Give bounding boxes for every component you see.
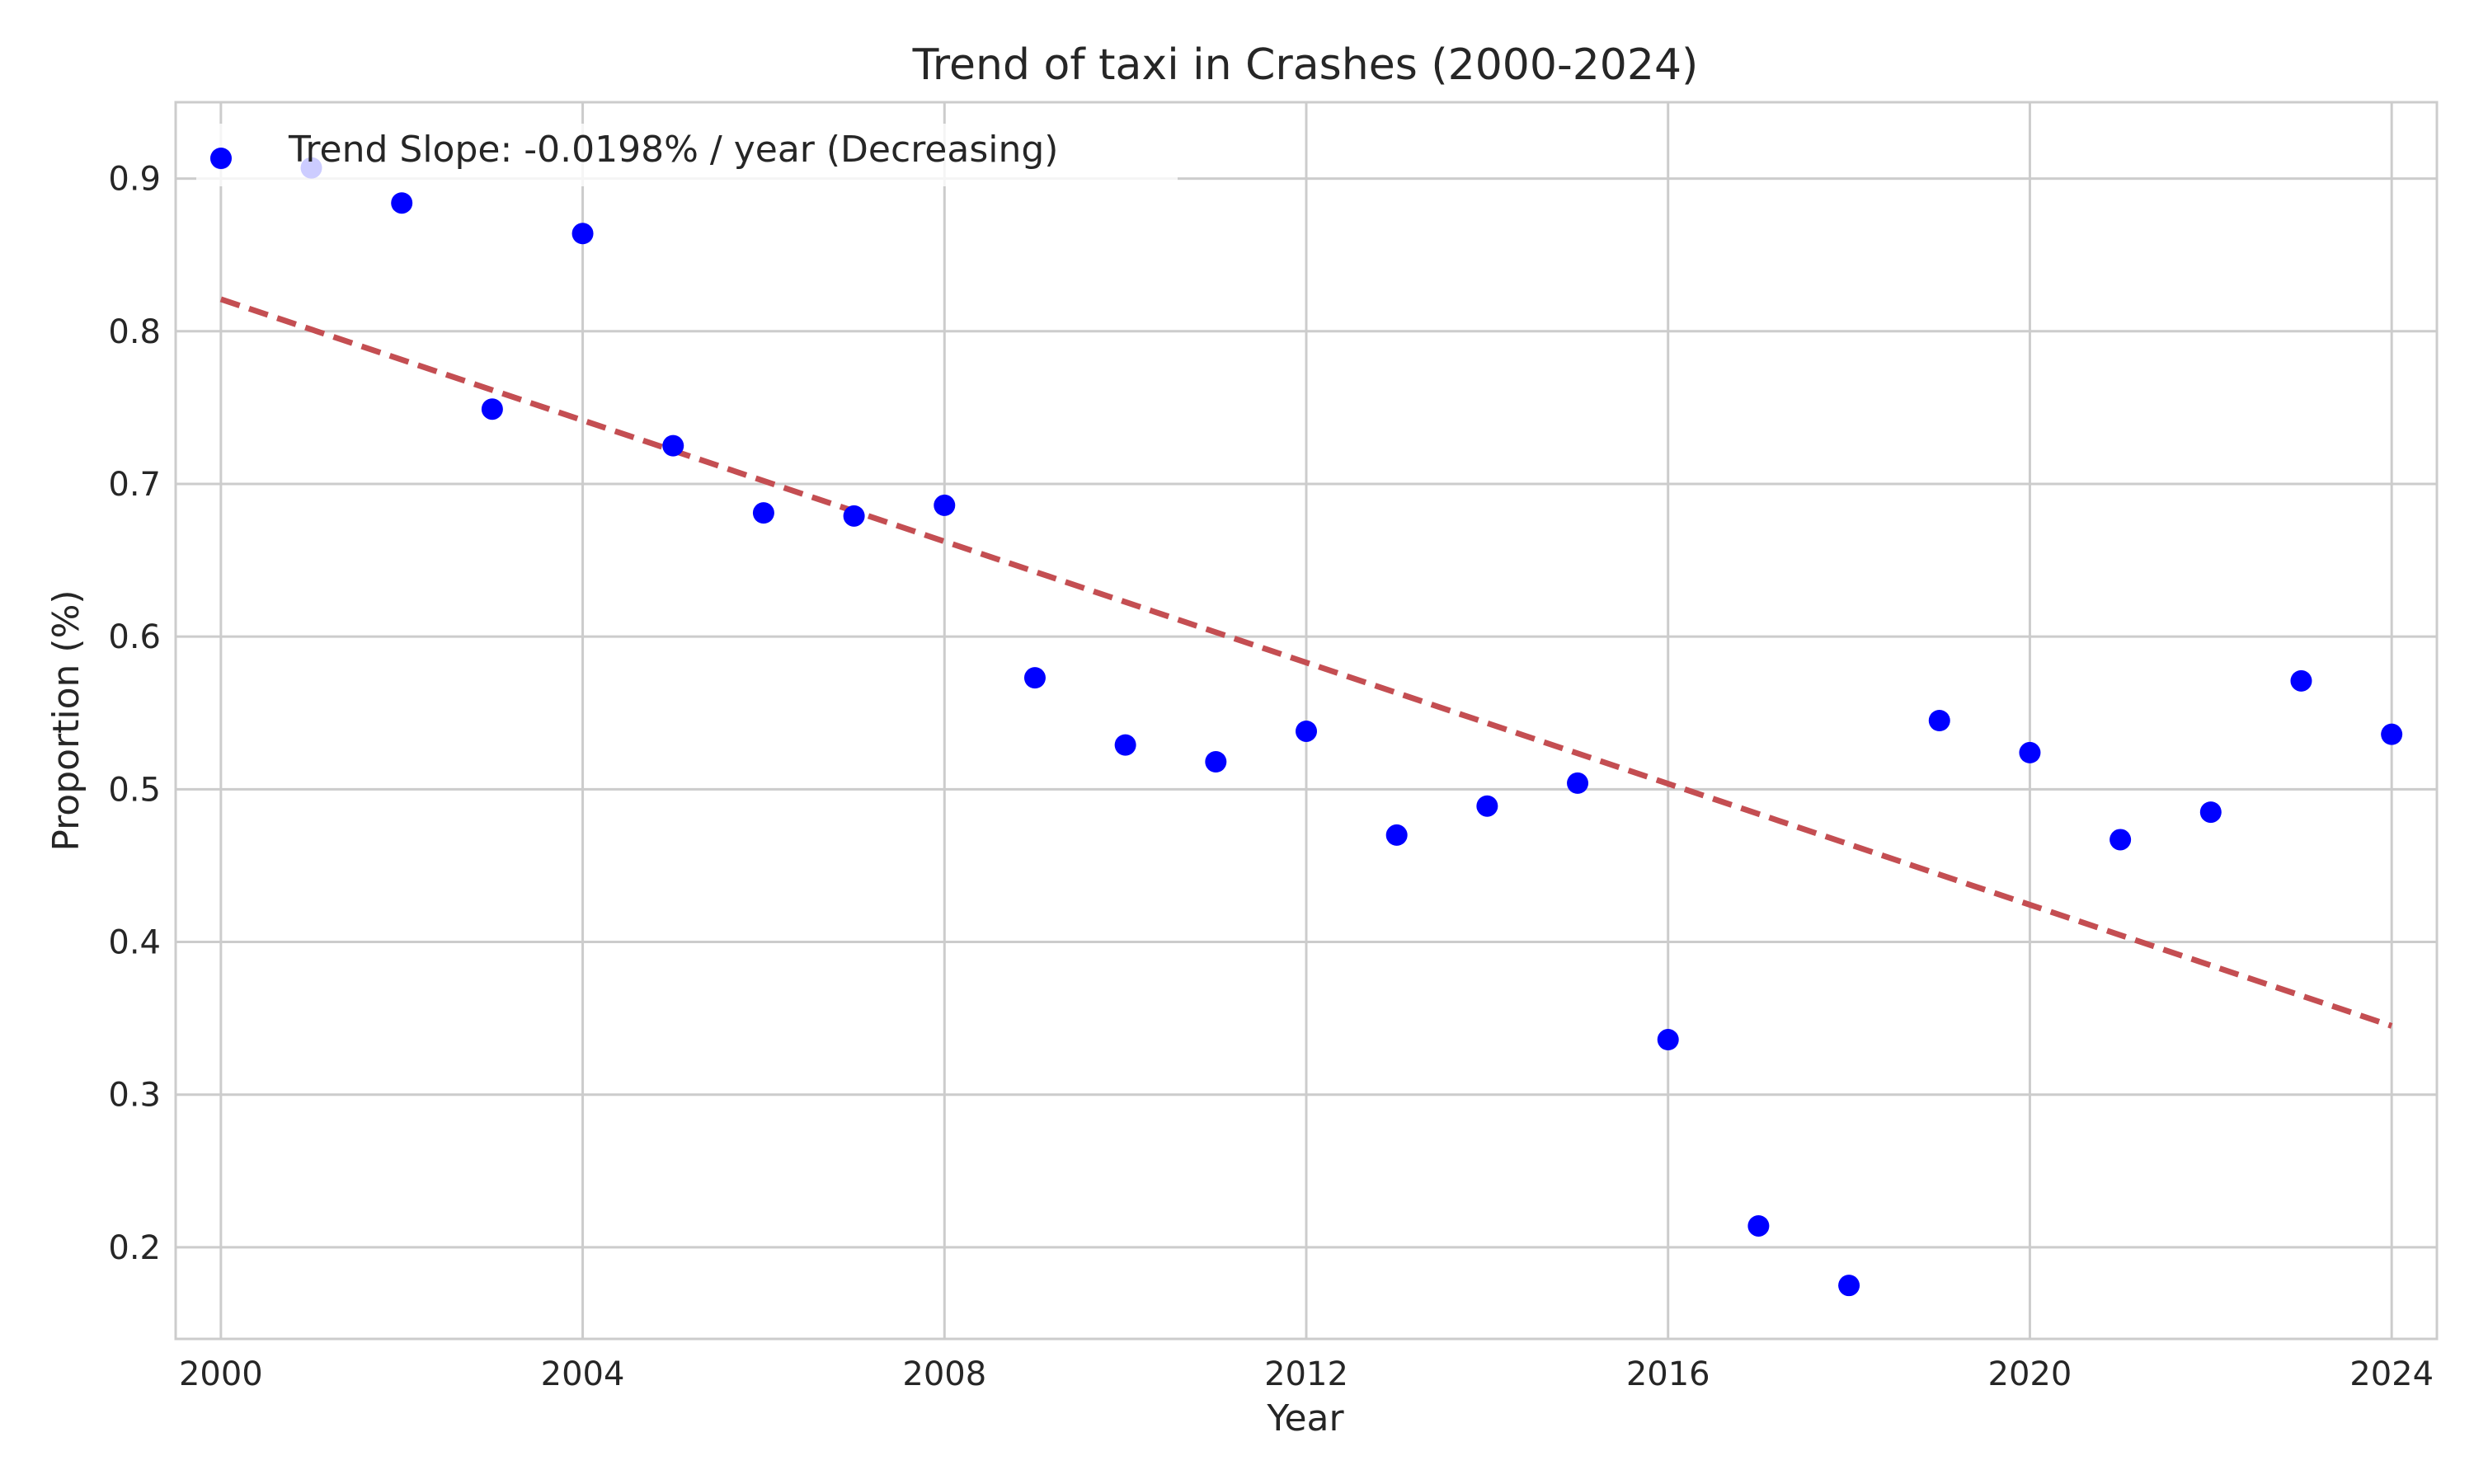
x-tick-labels: 2000 2004 2008 2012 2016 2020 2024 <box>179 1355 2434 1393</box>
data-point <box>1928 710 1950 731</box>
legend-background <box>196 124 1178 186</box>
x-tick-label: 2004 <box>541 1355 625 1393</box>
data-point <box>1205 751 1227 773</box>
data-point <box>1838 1275 1860 1297</box>
data-point <box>571 223 594 245</box>
data-point <box>2199 801 2222 824</box>
y-tick-label: 0.7 <box>108 466 161 504</box>
data-point <box>843 505 865 527</box>
data-point <box>934 494 956 516</box>
data-point <box>481 398 503 420</box>
data-point <box>2109 829 2132 851</box>
x-tick-label: 2020 <box>1988 1355 2072 1393</box>
data-point <box>1657 1029 1679 1051</box>
data-point <box>2381 723 2403 745</box>
data-point <box>1296 720 1317 742</box>
trend-line-group <box>219 296 2393 1029</box>
y-axis-label: Proportion (%) <box>45 589 87 851</box>
legend: Trend Slope: -0.0198% / year (Decreasing… <box>196 124 1178 186</box>
y-tick-label: 0.6 <box>108 618 161 656</box>
x-tick-label: 2016 <box>1626 1355 1710 1393</box>
x-tick-label: 2024 <box>2349 1355 2434 1393</box>
plot-frame <box>174 101 2439 1341</box>
y-tick-label: 0.2 <box>108 1229 161 1267</box>
x-tick-label: 2012 <box>1264 1355 1348 1393</box>
data-point <box>1385 824 1408 846</box>
y-tick-label: 0.3 <box>108 1077 161 1115</box>
y-tick-label: 0.9 <box>108 161 161 199</box>
y-tick-label: 0.4 <box>108 924 161 962</box>
y-tick-labels: 0.2 0.3 0.4 0.5 0.6 0.7 0.8 0.9 <box>108 161 161 1267</box>
legend-label-trend: Trend Slope: -0.0198% / year (Decreasing… <box>288 129 1058 171</box>
y-tick-label: 0.8 <box>108 313 161 351</box>
trend-line <box>219 296 2393 1029</box>
data-point <box>1476 795 1498 817</box>
x-tick-label: 2008 <box>902 1355 986 1393</box>
data-point <box>1567 772 1589 794</box>
x-axis-label: Year <box>1266 1397 1344 1439</box>
data-point <box>2290 669 2312 692</box>
data-point <box>752 502 774 524</box>
x-tick-label: 2000 <box>179 1355 263 1393</box>
legend-marker-scatter <box>210 148 232 169</box>
data-point <box>1114 734 1136 756</box>
data-point <box>1747 1214 1770 1237</box>
data-point <box>391 192 413 214</box>
data-point <box>1023 667 1046 689</box>
data-point <box>2019 741 2041 763</box>
grid <box>176 102 2437 1339</box>
data-point <box>662 434 684 457</box>
y-tick-label: 0.5 <box>108 771 161 809</box>
chart-title: Trend of taxi in Crashes (2000-2024) <box>912 40 1699 90</box>
